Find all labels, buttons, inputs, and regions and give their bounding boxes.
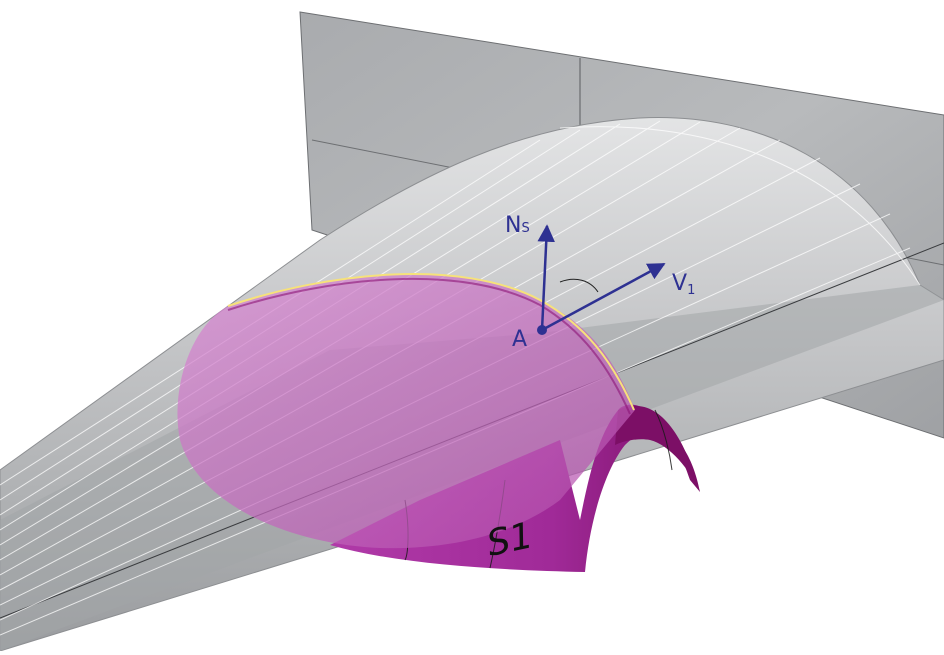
label-normal: NS [505, 213, 530, 238]
label-surface-s1: S1 [483, 515, 536, 565]
surface-s1-flap [615, 405, 700, 492]
label-velocity: V1 [672, 271, 695, 298]
label-point-a: A [512, 327, 527, 352]
angle-arc [559, 278, 599, 293]
label-velocity-sub: 1 [687, 283, 695, 298]
surface-s1-translucent [177, 274, 635, 549]
intersection-curve [227, 273, 635, 411]
label-normal-sub: S [521, 221, 529, 236]
label-normal-main: N [505, 213, 521, 238]
point-a-marker [537, 325, 547, 335]
label-velocity-main: V [672, 271, 687, 296]
normal-vector-arrow [537, 224, 555, 331]
intersection-curve-shadow [227, 277, 631, 415]
velocity-vector-arrow [541, 262, 666, 332]
